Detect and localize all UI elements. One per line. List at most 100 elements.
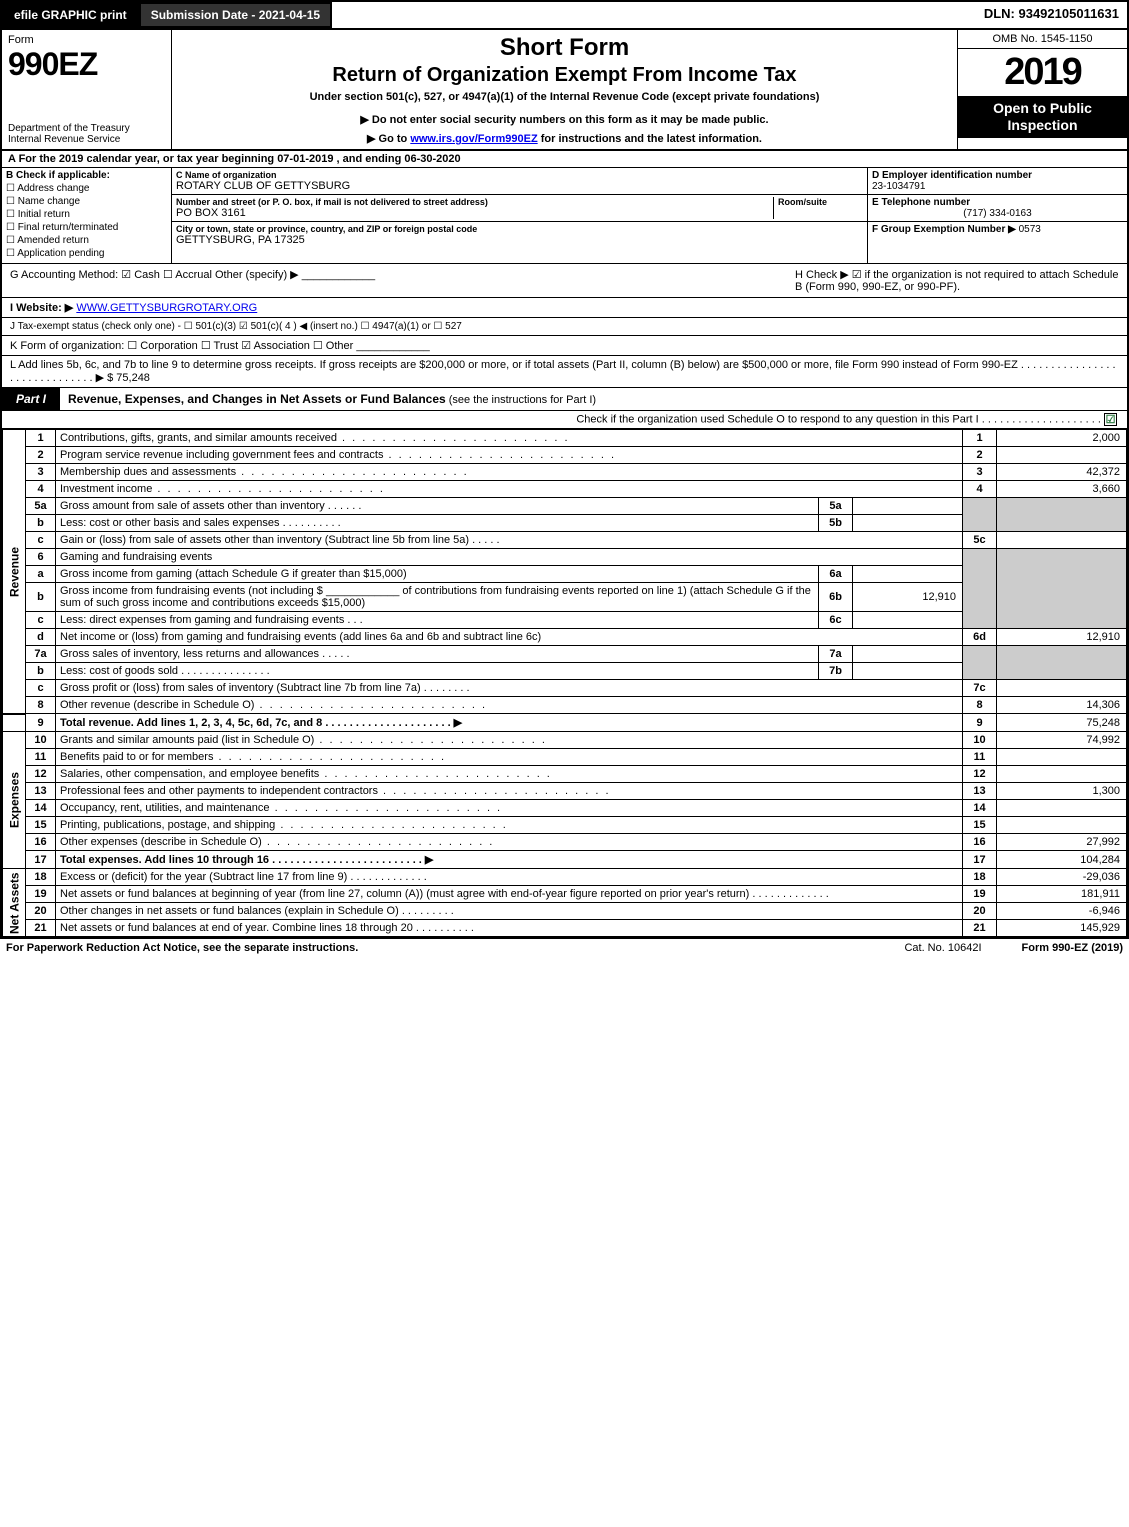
amt-17: 104,284 (997, 851, 1127, 869)
website-link[interactable]: WWW.GETTYSBURGROTARY.ORG (76, 302, 257, 314)
group-exempt-label: F Group Exemption Number ▶ (872, 224, 1016, 235)
efile-print-button[interactable]: efile GRAPHIC print (2, 2, 139, 28)
chk-amended-return[interactable]: ☐ Amended return (6, 235, 167, 246)
amt-21: 145,929 (997, 920, 1127, 937)
goto-pre: ▶ Go to (367, 133, 410, 145)
chk-address-change[interactable]: ☐ Address change (6, 183, 167, 194)
ln-3: 3 (26, 464, 56, 481)
chk-name-change[interactable]: ☐ Name change (6, 196, 167, 207)
irs-link[interactable]: www.irs.gov/Form990EZ (410, 133, 537, 145)
line-l-text: L Add lines 5b, 6c, and 7b to line 9 to … (10, 359, 1116, 384)
ln-10: 10 (26, 732, 56, 749)
num-12: 12 (963, 766, 997, 783)
desc-10: Grants and similar amounts paid (list in… (56, 732, 963, 749)
ln-6: 6 (26, 549, 56, 566)
amt-13: 1,300 (997, 783, 1127, 800)
dept-irs: Internal Revenue Service (8, 134, 165, 145)
ssn-warning: ▶ Do not enter social security numbers o… (178, 113, 951, 126)
desc-7a: Gross sales of inventory, less returns a… (56, 646, 819, 663)
num-7c: 7c (963, 680, 997, 697)
dln-label: DLN: 93492105011631 (976, 2, 1127, 28)
num-1: 1 (963, 430, 997, 447)
desc-6b: Gross income from fundraising events (no… (56, 583, 819, 612)
sub-5b: 5b (819, 515, 853, 532)
row-g-h: G Accounting Method: ☑ Cash ☐ Accrual Ot… (2, 264, 1127, 298)
num-18: 18 (963, 869, 997, 886)
org-name: ROTARY CLUB OF GETTYSBURG (176, 180, 863, 192)
sub-6a: 6a (819, 566, 853, 583)
paperwork-notice: For Paperwork Reduction Act Notice, see … (6, 942, 358, 954)
line-a-tax-year: A For the 2019 calendar year, or tax yea… (2, 151, 1127, 168)
num-11: 11 (963, 749, 997, 766)
ln-8: 8 (26, 697, 56, 714)
ln-7a: 7a (26, 646, 56, 663)
ln-9: 9 (26, 714, 56, 732)
num-5c: 5c (963, 532, 997, 549)
num-4: 4 (963, 481, 997, 498)
ln-14: 14 (26, 800, 56, 817)
amt-20: -6,946 (997, 903, 1127, 920)
amt-6d: 12,910 (997, 629, 1127, 646)
submission-date-button[interactable]: Submission Date - 2021-04-15 (139, 2, 332, 28)
ein-value: 23-1034791 (872, 181, 1123, 192)
chk-final-return[interactable]: ☐ Final return/terminated (6, 222, 167, 233)
form-word: Form (8, 34, 165, 46)
website-pre: I Website: ▶ (10, 302, 73, 314)
inspect-line2: Inspection (1007, 117, 1077, 133)
column-b-checkboxes: B Check if applicable: ☐ Address change … (2, 168, 172, 263)
part1-schedule-o-check: Check if the organization used Schedule … (2, 411, 1127, 429)
ln-20: 20 (26, 903, 56, 920)
desc-15: Printing, publications, postage, and shi… (56, 817, 963, 834)
line-h-schedule-b: H Check ▶ ☑ if the organization is not r… (787, 264, 1127, 297)
amt-11 (997, 749, 1127, 766)
shade-7 (963, 646, 997, 680)
subval-6b: 12,910 (853, 583, 963, 612)
chk-initial-return[interactable]: ☐ Initial return (6, 209, 167, 220)
num-10: 10 (963, 732, 997, 749)
amt-16: 27,992 (997, 834, 1127, 851)
subval-7b (853, 663, 963, 680)
room-label: Room/suite (778, 197, 863, 207)
chk-application-pending[interactable]: ☐ Application pending (6, 248, 167, 259)
dept-treasury: Department of the Treasury (8, 123, 165, 134)
column-de: D Employer identification number 23-1034… (867, 168, 1127, 263)
num-21: 21 (963, 920, 997, 937)
sub-6c: 6c (819, 612, 853, 629)
part1-table: Revenue 1 Contributions, gifts, grants, … (2, 429, 1127, 937)
ln-7c: c (26, 680, 56, 697)
amt-12 (997, 766, 1127, 783)
amt-14 (997, 800, 1127, 817)
amt-7c (997, 680, 1127, 697)
header-mid: Short Form Return of Organization Exempt… (172, 30, 957, 149)
amt-15 (997, 817, 1127, 834)
desc-6d: Net income or (loss) from gaming and fun… (56, 629, 963, 646)
line-l-value: 75,248 (116, 372, 150, 384)
omb-number: OMB No. 1545-1150 (958, 30, 1127, 49)
num-16: 16 (963, 834, 997, 851)
desc-5c: Gain or (loss) from sale of assets other… (56, 532, 963, 549)
schedule-o-checkbox[interactable]: ☑ (1104, 413, 1117, 426)
ln-6c: c (26, 612, 56, 629)
line-i-website: I Website: ▶ WWW.GETTYSBURGROTARY.ORG (2, 298, 1127, 318)
ln-1: 1 (26, 430, 56, 447)
line-l-gross-receipts: L Add lines 5b, 6c, and 7b to line 9 to … (2, 356, 1127, 388)
ln-17: 17 (26, 851, 56, 869)
num-2: 2 (963, 447, 997, 464)
desc-18: Excess or (deficit) for the year (Subtra… (56, 869, 963, 886)
city-value: GETTYSBURG, PA 17325 (176, 234, 863, 246)
desc-9: Total revenue. Add lines 1, 2, 3, 4, 5c,… (56, 714, 963, 732)
desc-14: Occupancy, rent, utilities, and maintena… (56, 800, 963, 817)
desc-6: Gaming and fundraising events (56, 549, 963, 566)
ln-2: 2 (26, 447, 56, 464)
desc-5b: Less: cost or other basis and sales expe… (56, 515, 819, 532)
line-j-tax-exempt: J Tax-exempt status (check only one) - ☐… (2, 318, 1127, 336)
b-header: B Check if applicable: (6, 170, 167, 181)
inspect-line1: Open to Public (993, 100, 1092, 116)
amt-4: 3,660 (997, 481, 1127, 498)
open-inspection: Open to Public Inspection (958, 96, 1127, 138)
amt-19: 181,911 (997, 886, 1127, 903)
desc-4: Investment income (56, 481, 963, 498)
amt-8: 14,306 (997, 697, 1127, 714)
amt-5c (997, 532, 1127, 549)
form-subtitle: Return of Organization Exempt From Incom… (178, 64, 951, 87)
